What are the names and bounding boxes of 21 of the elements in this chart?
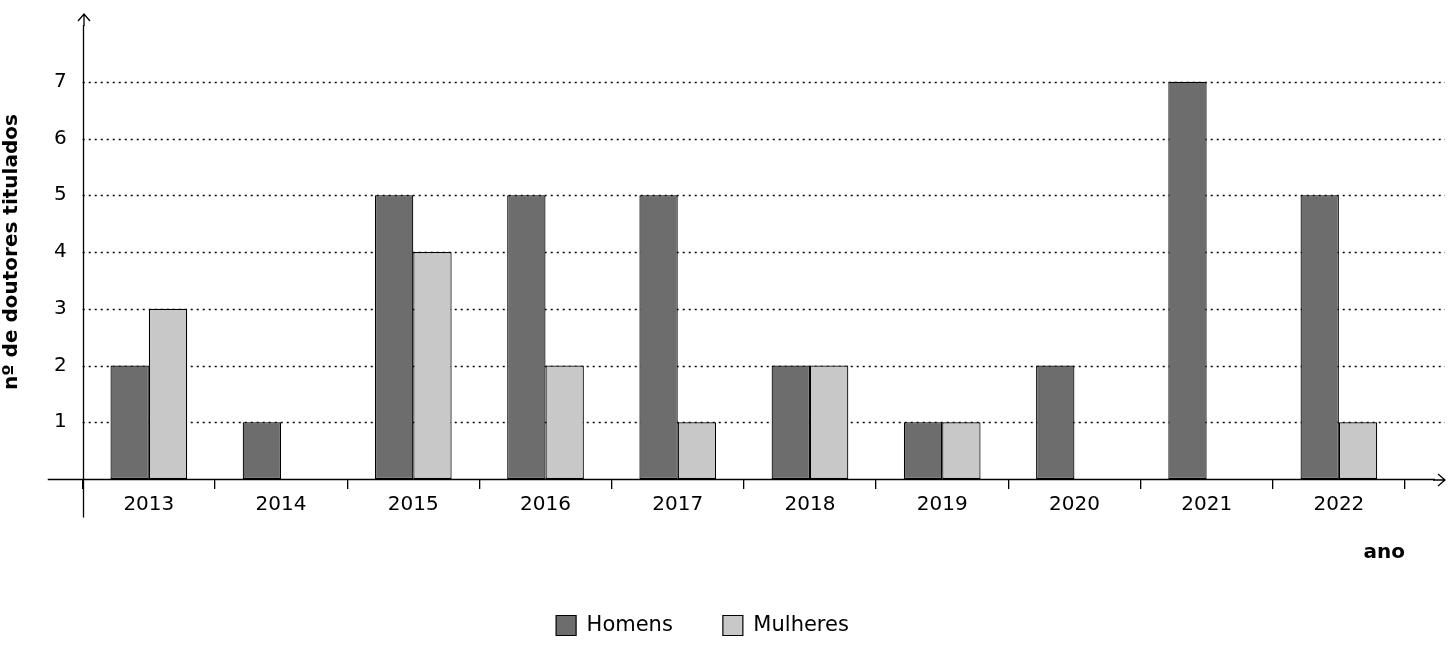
x-tick-label: 2017	[652, 491, 704, 516]
y-axis-title: nº de doutores titulados	[0, 114, 23, 390]
x-tick-label: 2013	[123, 491, 175, 516]
x-tick-label: 2021	[1181, 491, 1233, 516]
y-tick-label: 2	[53, 351, 67, 376]
x-tick-label: 2018	[784, 491, 836, 516]
legend-label: Mulheres	[753, 611, 849, 636]
x-axis-title: ano	[1363, 539, 1405, 564]
x-tick-label: 2014	[255, 491, 307, 516]
x-tick-label: 2015	[387, 491, 439, 516]
x-tick-label: 2020	[1048, 491, 1100, 516]
y-tick-label: 7	[53, 67, 67, 92]
y-tick-label: 5	[53, 181, 67, 206]
x-tick-label: 2019	[916, 491, 968, 516]
x-tick-label: 2022	[1313, 491, 1365, 516]
y-tick-label: 4	[53, 238, 67, 263]
x-tick-label: 2016	[520, 491, 571, 516]
y-tick-label: 6	[53, 124, 67, 149]
y-tick-label: 1	[53, 408, 67, 433]
legend-label: Homens	[586, 611, 673, 636]
y-tick-label: 3	[53, 294, 67, 319]
